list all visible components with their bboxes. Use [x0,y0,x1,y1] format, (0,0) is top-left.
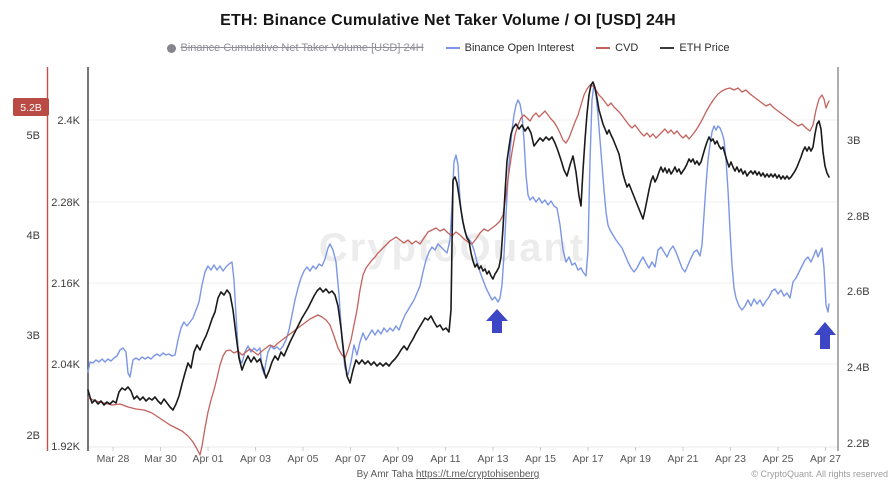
x-axis-label: Apr 27 [810,453,841,465]
byline-link[interactable]: https://t.me/cryptohisenberg [415,469,540,480]
legend-item-binance-open-interest[interactable]: Binance Open Interest [445,42,575,54]
up-arrow-annotation-apr-13 [486,309,508,333]
legend-label: Binance Cumulative Net Taker Volume [USD… [180,42,424,54]
y-axis-label-eth-price: 2.4K [57,115,80,127]
x-axis-label: Apr 23 [715,453,746,465]
series-line-eth-price [87,81,830,411]
y-axis-label-open-interest: 2.4B [847,362,870,374]
y-axis-label-eth-price: 1.92K [51,441,80,453]
y-axis-label-eth-price: 2.16K [51,278,80,290]
byline-text: By Amr Taha [356,469,416,480]
legend-item-cvd[interactable]: CVD [596,42,638,54]
x-axis-label: Apr 09 [383,453,414,465]
y-axis-label-eth-price: 2.28K [51,197,80,209]
series-line-binance-open-interest [87,83,830,378]
y-axis-label-open-interest: 2.8B [847,211,870,223]
x-axis-label: Apr 13 [478,453,509,465]
x-axis-label: Mar 30 [144,453,177,465]
x-axis-label: Apr 25 [763,453,794,465]
byline: By Amr Taha https://t.me/cryptohisenberg [0,469,896,480]
legend-circle-icon [166,43,176,53]
legend-item-eth-price[interactable]: ETH Price [660,42,729,54]
x-axis-label: Mar 28 [97,453,130,465]
legend-label: Binance Open Interest [464,42,575,54]
x-axis-label: Apr 11 [430,453,460,465]
page-title: ETH: Binance Cumulative Net Taker Volume… [220,12,676,29]
x-axis-label: Apr 01 [193,453,224,465]
x-axis-label: Apr 15 [525,453,556,465]
x-axis-label: Apr 17 [573,453,604,465]
x-axis-label: Apr 07 [335,453,366,465]
y-axis-label-open-interest: 2.6B [847,286,870,298]
axis-value-badge [13,98,49,116]
y-axis-label-open-interest: 2.2B [847,438,870,450]
legend-line-icon [660,47,675,49]
axis-value-badge-label: 5.2B [20,102,42,114]
x-axis-label: Apr 03 [240,453,271,465]
y-axis-label-cumulative-net-taker-volume: 5B [27,130,40,142]
legend-item-cumulative-net-taker-volume[interactable]: Binance Cumulative Net Taker Volume [USD… [166,42,424,54]
x-axis-label: Apr 19 [620,453,651,465]
legend-label: ETH Price [679,42,730,54]
y-axis-label-open-interest: 3B [847,135,860,147]
y-axis-label-cumulative-net-taker-volume: 2B [27,430,40,442]
copyright-text: © CryptoQuant. All rights reserved [751,469,888,479]
y-axis-label-eth-price: 2.04K [51,359,80,371]
x-axis-label: Apr 21 [668,453,699,465]
legend-label: CVD [615,42,639,54]
up-arrow-annotation-apr-27 [814,322,836,349]
legend-line-icon [445,47,460,49]
y-axis-label-cumulative-net-taker-volume: 4B [27,230,40,242]
x-axis-label: Apr 05 [288,453,319,465]
legend-line-icon [596,47,611,49]
series-line-cvd [87,84,830,456]
legend: Binance Cumulative Net Taker Volume [USD… [0,42,896,54]
y-axis-label-cumulative-net-taker-volume: 3B [27,330,40,342]
